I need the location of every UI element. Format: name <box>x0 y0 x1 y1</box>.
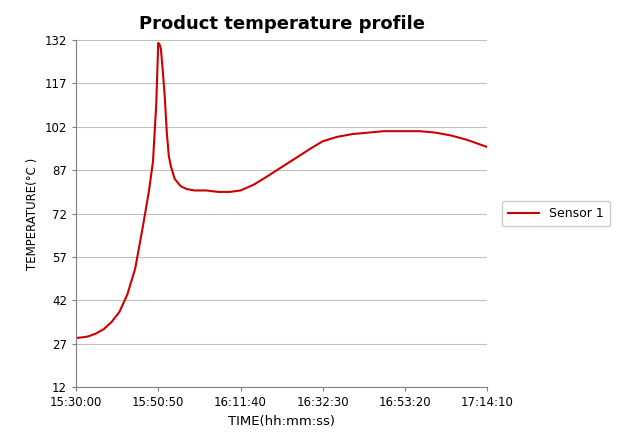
Sensor 1 <box>123 292 131 297</box>
Sensor 1 <box>262 175 270 180</box>
Sensor 1 <box>72 336 80 341</box>
Sensor 1 <box>108 320 115 325</box>
Sensor 1 <box>333 134 341 140</box>
Sensor 1 <box>156 42 163 47</box>
Sensor 1 <box>226 189 234 194</box>
Sensor 1 <box>463 137 471 142</box>
Sensor 1 <box>78 335 85 340</box>
Y-axis label: TEMPERATURE(°C ): TEMPERATURE(°C ) <box>26 158 39 270</box>
Sensor 1 <box>484 144 491 150</box>
Sensor 1 <box>167 163 175 169</box>
Sensor 1 <box>177 183 184 189</box>
Sensor 1 <box>153 101 160 106</box>
Sensor 1 <box>191 188 198 193</box>
Sensor 1 <box>92 331 99 336</box>
Sensor 1 <box>100 327 108 332</box>
Sensor 1 <box>349 131 356 137</box>
Sensor 1 <box>237 188 244 193</box>
Sensor 1 <box>365 130 372 135</box>
Sensor 1 <box>161 95 168 101</box>
Sensor 1 <box>163 130 171 135</box>
Sensor 1 <box>183 186 191 192</box>
Sensor 1 <box>165 153 173 158</box>
Sensor 1 <box>154 40 162 46</box>
Sensor 1 <box>132 266 139 271</box>
X-axis label: TIME(hh:mm:ss): TIME(hh:mm:ss) <box>228 415 335 428</box>
Sensor 1 <box>159 69 166 75</box>
Sensor 1 <box>215 189 222 194</box>
Sensor 1 <box>171 176 179 182</box>
Line: Sensor 1: Sensor 1 <box>76 43 487 338</box>
Sensor 1 <box>84 334 92 339</box>
Sensor 1 <box>319 139 327 144</box>
Sensor 1 <box>401 129 409 134</box>
Sensor 1 <box>149 159 157 164</box>
Sensor 1 <box>116 309 123 315</box>
Sensor 1 <box>392 129 399 134</box>
Sensor 1 <box>139 222 147 228</box>
Sensor 1 <box>277 165 285 170</box>
Sensor 1 <box>432 130 439 135</box>
Legend: Sensor 1: Sensor 1 <box>502 201 610 227</box>
Sensor 1 <box>157 46 165 52</box>
Sensor 1 <box>448 133 455 138</box>
Sensor 1 <box>416 129 423 134</box>
Sensor 1 <box>380 129 388 134</box>
Sensor 1 <box>250 182 258 187</box>
Sensor 1 <box>309 144 316 150</box>
Sensor 1 <box>293 154 301 160</box>
Title: Product temperature profile: Product temperature profile <box>139 15 425 33</box>
Sensor 1 <box>203 188 210 193</box>
Sensor 1 <box>145 188 153 193</box>
